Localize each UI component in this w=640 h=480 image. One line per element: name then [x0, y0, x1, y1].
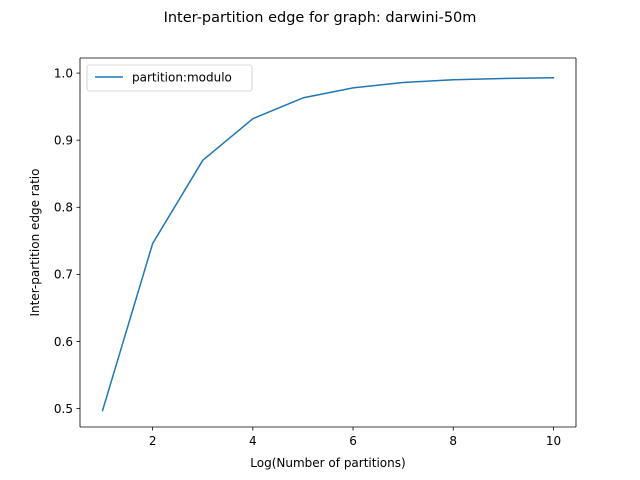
axes-frame [79, 57, 577, 428]
y-tick-label: 0.8 [54, 201, 73, 215]
plot-area [80, 58, 576, 427]
chart-title: Inter-partition edge for graph: darwini-… [164, 10, 477, 26]
y-tick-label: 1.0 [54, 66, 73, 80]
legend-box [86, 64, 253, 92]
y-tick-label: 0.5 [54, 402, 73, 416]
series-line-partition-modulo [101, 77, 555, 412]
y-tick-label: 0.6 [54, 335, 73, 349]
y-tick-label: 0.7 [54, 268, 73, 282]
y-axis-ticks: 0.5 0.6 0.7 0.8 0.9 1.0 [54, 66, 80, 416]
x-tick-label: 4 [249, 434, 257, 448]
x-axis-ticks: 2 4 6 8 10 [149, 427, 561, 448]
x-axis-label: Log(Number of partitions) [250, 456, 405, 470]
y-axis-label: Inter-partition edge ratio [28, 169, 42, 317]
x-tick-label: 6 [349, 434, 357, 448]
x-tick-label: 2 [149, 434, 157, 448]
y-tick-label: 0.9 [54, 133, 73, 147]
series-layer [101, 77, 555, 412]
x-tick-label: 10 [546, 434, 561, 448]
legend: partition:modulo [86, 64, 253, 92]
x-tick-label: 8 [449, 434, 457, 448]
legend-label-partition-modulo: partition:modulo [132, 71, 232, 85]
